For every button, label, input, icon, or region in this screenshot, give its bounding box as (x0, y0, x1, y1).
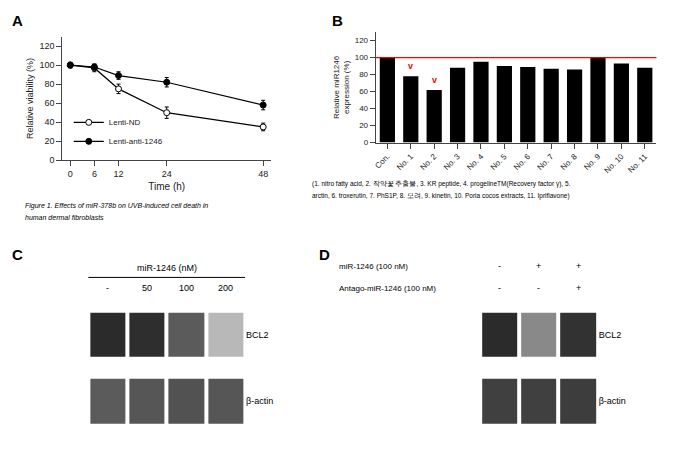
svg-text:No. 8: No. 8 (559, 152, 579, 172)
svg-text:6: 6 (92, 169, 97, 179)
svg-text:60: 60 (359, 87, 368, 96)
svg-text:No. 5: No. 5 (489, 152, 509, 172)
svg-text:60: 60 (44, 98, 54, 108)
svg-text:-: - (498, 283, 501, 293)
svg-text:200: 200 (218, 283, 233, 293)
svg-text:24: 24 (162, 169, 172, 179)
svg-text:-: - (498, 261, 501, 271)
svg-text:80: 80 (44, 79, 54, 89)
svg-text:miR-1246 (nM): miR-1246 (nM) (137, 263, 197, 273)
svg-text:No. 2: No. 2 (419, 152, 439, 172)
svg-text:(1. nitro fatty acid, 2. 작약꽃 추: (1. nitro fatty acid, 2. 작약꽃 추출물, 3. KR … (312, 180, 571, 188)
svg-text:arctin, 6. troxerutin, 7. PhS1: arctin, 6. troxerutin, 7. PhS1P, 8. 모려, … (312, 192, 570, 200)
svg-text:+: + (536, 261, 541, 271)
svg-text:miR-1246 (100 nM): miR-1246 (100 nM) (339, 262, 408, 271)
svg-text:BCL2: BCL2 (599, 330, 622, 340)
svg-text:Time (h): Time (h) (148, 181, 185, 192)
svg-text:Lenti-anti-1246: Lenti-anti-1246 (109, 137, 163, 146)
svg-text:0: 0 (49, 155, 54, 165)
svg-text:No. 3: No. 3 (442, 152, 462, 172)
svg-text:80: 80 (359, 70, 368, 79)
svg-text:+: + (576, 261, 581, 271)
svg-text:β-actin: β-actin (599, 396, 626, 406)
svg-text:Relative miR1246expression (%): Relative miR1246expression (%) (332, 55, 351, 119)
svg-text:50: 50 (142, 283, 152, 293)
svg-text:Antago-miR-1246 (100 nM): Antago-miR-1246 (100 nM) (339, 284, 436, 293)
svg-text:100: 100 (355, 53, 369, 62)
svg-text:0: 0 (68, 169, 73, 179)
svg-text:0: 0 (364, 138, 369, 147)
svg-text:120: 120 (39, 41, 54, 51)
svg-text:No. 11: No. 11 (626, 152, 649, 175)
svg-text:12: 12 (113, 169, 123, 179)
svg-text:β-actin: β-actin (246, 396, 273, 406)
svg-text:B: B (332, 12, 343, 29)
svg-text:40: 40 (359, 104, 368, 113)
svg-text:No. 10: No. 10 (603, 152, 626, 175)
svg-text:A: A (12, 12, 23, 29)
svg-text:100: 100 (39, 60, 54, 70)
svg-text:v: v (432, 75, 437, 85)
svg-text:40: 40 (44, 117, 54, 127)
svg-text:D: D (319, 246, 330, 263)
svg-text:120: 120 (355, 36, 369, 45)
svg-text:Con.: Con. (373, 152, 391, 170)
svg-text:-: - (106, 283, 109, 293)
svg-text:v: v (408, 61, 413, 71)
svg-text:20: 20 (359, 121, 368, 130)
svg-text:Lenti-ND: Lenti-ND (109, 118, 141, 127)
svg-text:BCL2: BCL2 (246, 330, 269, 340)
svg-text:Figure 1. Effects of miR-378b: Figure 1. Effects of miR-378b on UVB-ind… (25, 202, 208, 210)
svg-text:No. 7: No. 7 (536, 152, 556, 172)
svg-text:C: C (12, 246, 23, 263)
svg-text:100: 100 (179, 283, 194, 293)
svg-text:Relative viability (%): Relative viability (%) (25, 58, 35, 139)
svg-text:No. 6: No. 6 (512, 152, 532, 172)
svg-text:48: 48 (258, 169, 268, 179)
svg-text:human dermal fibroblasts: human dermal fibroblasts (25, 214, 104, 221)
svg-text:No. 9: No. 9 (582, 152, 602, 172)
svg-text:-: - (537, 283, 540, 293)
svg-text:No. 4: No. 4 (465, 152, 485, 172)
svg-text:20: 20 (44, 136, 54, 146)
svg-text:+: + (576, 283, 581, 293)
svg-text:No. 1: No. 1 (395, 152, 415, 172)
